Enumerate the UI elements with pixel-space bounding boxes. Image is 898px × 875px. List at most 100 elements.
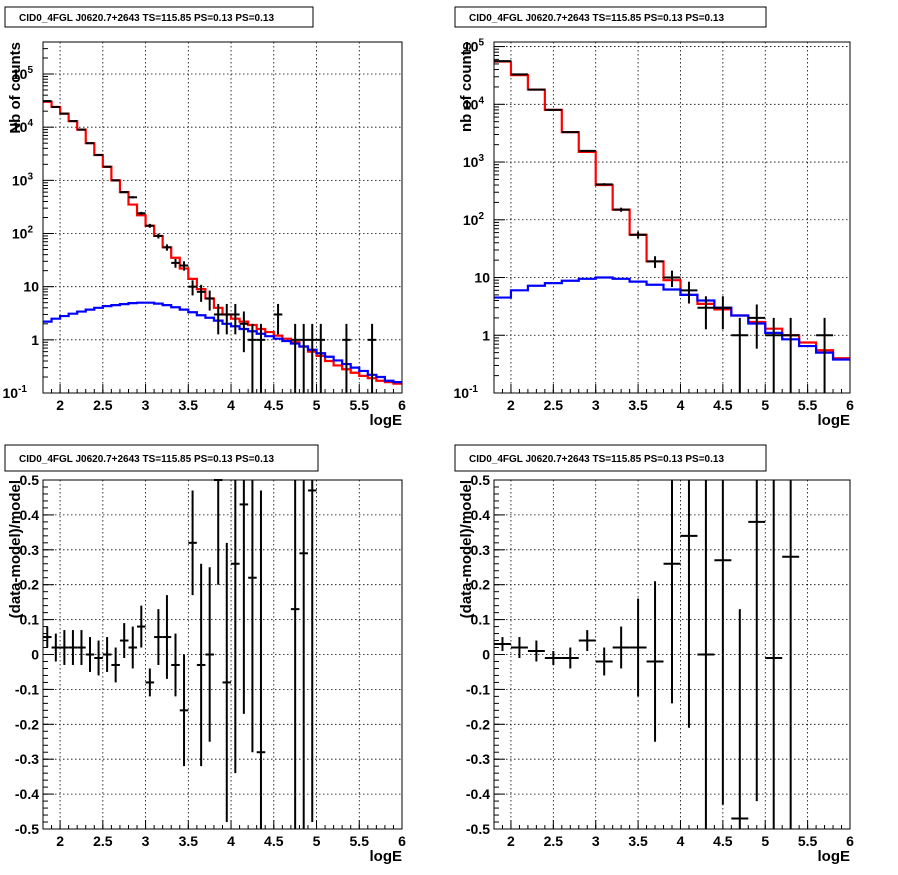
residual-point (578, 630, 596, 652)
residual-point (561, 647, 579, 669)
data-point (367, 323, 377, 393)
residual-point (179, 654, 189, 767)
data-point (561, 131, 579, 134)
data-point (697, 296, 715, 330)
data-point (196, 284, 206, 302)
x-tick-label: 3 (142, 397, 150, 413)
y-tick-label: 0.3 (20, 542, 40, 558)
data-point (748, 304, 766, 349)
x-tick-label: 6 (398, 833, 406, 849)
x-tick-label: 3.5 (179, 833, 199, 849)
chart-panel-2: CID0_4FGL J0620.7+2643 TS=115.85 PS=0.13… (454, 6, 854, 429)
x-tick-label: 4.5 (713, 397, 733, 413)
x-tick-label: 6 (846, 397, 854, 413)
data-point (162, 244, 172, 251)
x-tick-label: 5 (313, 833, 321, 849)
x-tick-label: 4.5 (264, 833, 284, 849)
y-tick-label: -0.1 (15, 681, 39, 697)
y-axis-title: (data-model)/model (458, 480, 475, 618)
residual-point (154, 609, 163, 665)
x-tick-label: 2 (507, 833, 515, 849)
residual-point (290, 480, 300, 829)
data-point (111, 179, 120, 182)
data-point (239, 311, 249, 353)
residual-point (612, 626, 630, 669)
y-tick-label: 0.3 (471, 542, 491, 558)
residual-point (731, 609, 749, 829)
data-point (145, 223, 155, 228)
x-tick-label: 2 (56, 397, 64, 413)
residual-point (68, 630, 78, 665)
x-axis-title: logE (818, 412, 851, 429)
x-tick-label: 2.5 (544, 397, 564, 413)
residual-point (162, 595, 172, 679)
residual-point (663, 480, 681, 704)
x-tick-label: 3.5 (628, 397, 648, 413)
residual-point (119, 623, 129, 658)
data-point (578, 149, 596, 152)
residual-point (714, 480, 732, 805)
residual-point (205, 567, 214, 742)
x-tick-label: 5 (761, 833, 769, 849)
x-tick-label: 4 (227, 397, 235, 413)
y-tick-label: 103 (12, 171, 34, 188)
series-histogram-line (43, 100, 402, 385)
y-tick-label: 105 (12, 65, 34, 82)
y-tick-label: -0.2 (15, 716, 39, 732)
residual-point (128, 626, 138, 669)
data-point (205, 290, 214, 311)
y-tick-label: 0.5 (471, 472, 491, 488)
chart-panel-3: CID0_4FGL J0620.7+2643 TS=115.85 PS=0.13… (4, 444, 406, 865)
x-tick-label: 2 (507, 397, 515, 413)
residual-point (213, 479, 223, 585)
data-point (154, 233, 163, 239)
residual-point (196, 563, 206, 767)
data-point (137, 211, 146, 215)
y-tick-label: 102 (463, 211, 485, 228)
data-point (316, 323, 326, 393)
y-tick-label: 102 (12, 225, 34, 242)
residual-point (137, 605, 146, 648)
title-box (454, 6, 767, 28)
title-box (4, 444, 319, 472)
data-point (188, 280, 197, 296)
residual-point (697, 480, 715, 829)
x-tick-label: 4.5 (264, 397, 284, 413)
x-tick-label: 4 (677, 397, 685, 413)
data-point (612, 207, 630, 212)
y-tick-label: 1 (31, 332, 39, 348)
data-point (731, 317, 749, 393)
residual-point (85, 637, 95, 672)
y-tick-label: 104 (463, 95, 485, 112)
residual-point (231, 480, 240, 774)
y-tick-label: 0.4 (471, 507, 491, 523)
residual-point (51, 633, 61, 662)
residual-point (188, 490, 197, 596)
residual-point (60, 630, 69, 665)
series-histogram-line (43, 301, 402, 384)
x-tick-label: 3 (592, 833, 600, 849)
data-point (714, 296, 732, 330)
y-tick-label: -0.1 (466, 681, 490, 697)
y-tick-label: -0.4 (466, 786, 490, 802)
data-point (680, 281, 698, 304)
x-axis-title: logE (370, 412, 403, 429)
data-point (119, 191, 129, 194)
data-point (782, 317, 800, 393)
series-histogram-line (494, 60, 850, 360)
y-tick-label: 105 (463, 38, 485, 55)
y-tick-label: 103 (463, 153, 485, 170)
residual-point (222, 542, 232, 823)
y-tick-label: 1 (482, 327, 490, 343)
y-tick-label: -0.5 (466, 821, 490, 837)
residual-point (43, 626, 52, 648)
y-tick-label: 10-1 (3, 384, 28, 401)
data-point (231, 303, 240, 335)
residual-point (494, 637, 511, 652)
x-tick-label: 3.5 (179, 397, 199, 413)
residual-point (94, 640, 103, 676)
plot-frame (42, 41, 403, 394)
residual-point (527, 640, 545, 662)
x-tick-label: 2.5 (93, 397, 113, 413)
